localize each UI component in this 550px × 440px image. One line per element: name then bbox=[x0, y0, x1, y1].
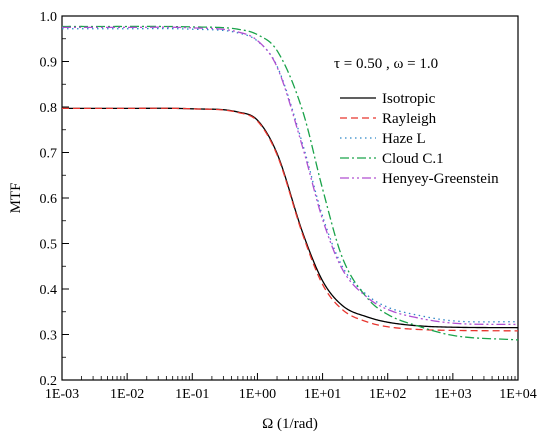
y-tick-label: 0.3 bbox=[40, 329, 58, 344]
legend-label: Rayleigh bbox=[382, 111, 437, 127]
x-tick-label: 1E+01 bbox=[304, 387, 341, 402]
series-line-haze-l bbox=[62, 27, 519, 323]
x-tick-label: 1E+02 bbox=[369, 387, 406, 402]
legend-label: Haze L bbox=[382, 131, 426, 147]
x-tick-label: 1E+03 bbox=[434, 387, 471, 402]
y-tick-label: 0.8 bbox=[40, 101, 58, 116]
y-tick-label: 0.7 bbox=[40, 147, 58, 162]
x-tick-label: 1E-02 bbox=[110, 387, 144, 402]
legend-label: Cloud C.1 bbox=[382, 151, 444, 167]
y-axis-title: MTF bbox=[8, 183, 24, 214]
series-line-rayleigh bbox=[62, 107, 519, 332]
series-line-cloud-c-1 bbox=[62, 25, 519, 341]
y-tick-label: 0.2 bbox=[40, 374, 58, 389]
series-line-henyey-greenstein bbox=[62, 26, 519, 326]
x-tick-label: 1E-03 bbox=[45, 387, 79, 402]
x-tick-label: 1E+00 bbox=[239, 387, 276, 402]
parameter-annotation: τ = 0.50 , ω = 1.0 bbox=[334, 56, 438, 72]
plot-frame bbox=[61, 15, 519, 381]
series-line-isotropic bbox=[62, 107, 519, 329]
y-tick-label: 0.5 bbox=[40, 238, 58, 253]
axis-ticks: 1E-03 1E-02 1E-01 1E+00 1E+01 1E+02 1E+03 1E+04… bbox=[40, 10, 537, 402]
series-layer bbox=[62, 25, 519, 341]
legend-label: Isotropic bbox=[382, 91, 436, 107]
x-tick-label: 1E-01 bbox=[175, 387, 209, 402]
y-tick-label: 1.0 bbox=[40, 10, 58, 25]
x-axis-title: Ω (1/rad) bbox=[262, 416, 318, 432]
legend-label: Henyey-Greenstein bbox=[382, 171, 499, 187]
y-tick-label: 0.9 bbox=[40, 56, 58, 71]
x-tick-label: 1E+04 bbox=[499, 387, 536, 402]
y-tick-label: 0.4 bbox=[40, 283, 58, 298]
legend: Isotropic Rayleigh Haze L Cloud C.1 Henyey-G… bbox=[340, 91, 499, 187]
y-tick-label: 0.6 bbox=[40, 192, 58, 207]
